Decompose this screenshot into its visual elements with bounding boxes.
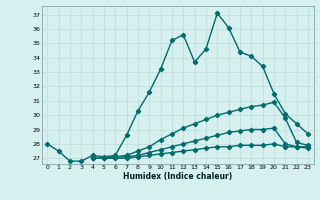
X-axis label: Humidex (Indice chaleur): Humidex (Indice chaleur) [123, 172, 232, 181]
